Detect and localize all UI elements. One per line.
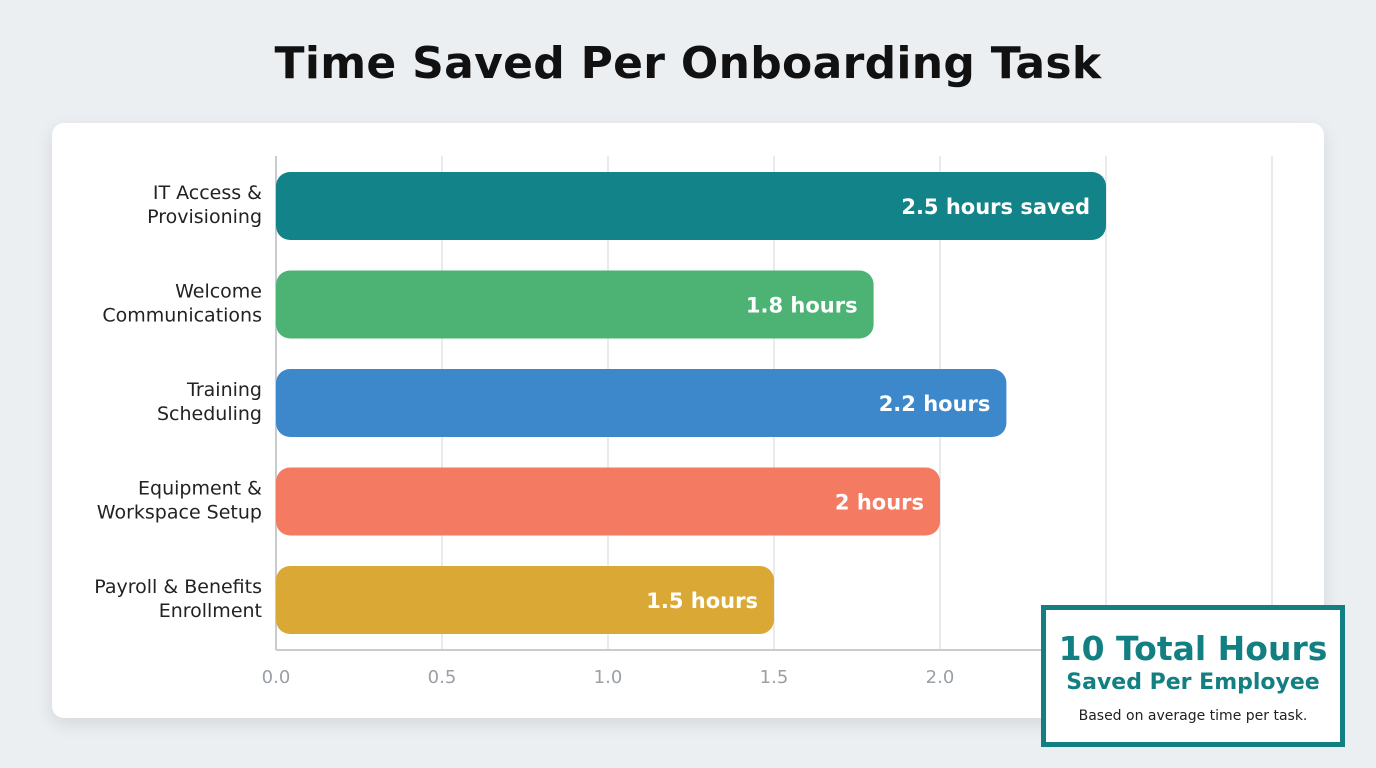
total-hours-summary-box: 10 Total Hours Saved Per Employee Based … [1041,605,1345,747]
x-tick-label: 2.0 [926,667,955,688]
bar-data-label: 2 hours [835,491,924,515]
bar [276,467,940,536]
x-tick-label: 1.0 [594,667,623,688]
summary-note: Based on average time per task. [1078,708,1308,724]
x-tick-label: 0.0 [262,667,291,688]
bar-data-label: 2.5 hours saved [901,195,1090,219]
bar-data-label: 2.2 hours [879,392,991,416]
category-label: Welcome [175,281,262,303]
category-label: Equipment & [138,478,262,500]
category-label: IT Access & [153,182,262,204]
category-label: Provisioning [147,206,262,228]
category-label: Enrollment [159,600,262,622]
summary-headline: 10 Total Hours [1058,629,1328,668]
bar [276,369,1007,437]
bar-data-label: 1.8 hours [746,294,858,318]
x-tick-label: 1.5 [760,667,789,688]
bar [276,566,774,634]
x-tick-label: 0.5 [428,667,457,688]
bar [276,172,1106,240]
bar [276,270,874,339]
summary-subhead: Saved Per Employee [1066,670,1320,695]
page-title: Time Saved Per Onboarding Task [274,38,1102,89]
category-label: Communications [102,305,262,327]
category-label: Payroll & Benefits [94,576,262,598]
category-label: Scheduling [157,403,262,425]
category-label: Workspace Setup [97,502,262,524]
bar-data-label: 1.5 hours [646,589,758,613]
category-label: Training [186,379,262,401]
